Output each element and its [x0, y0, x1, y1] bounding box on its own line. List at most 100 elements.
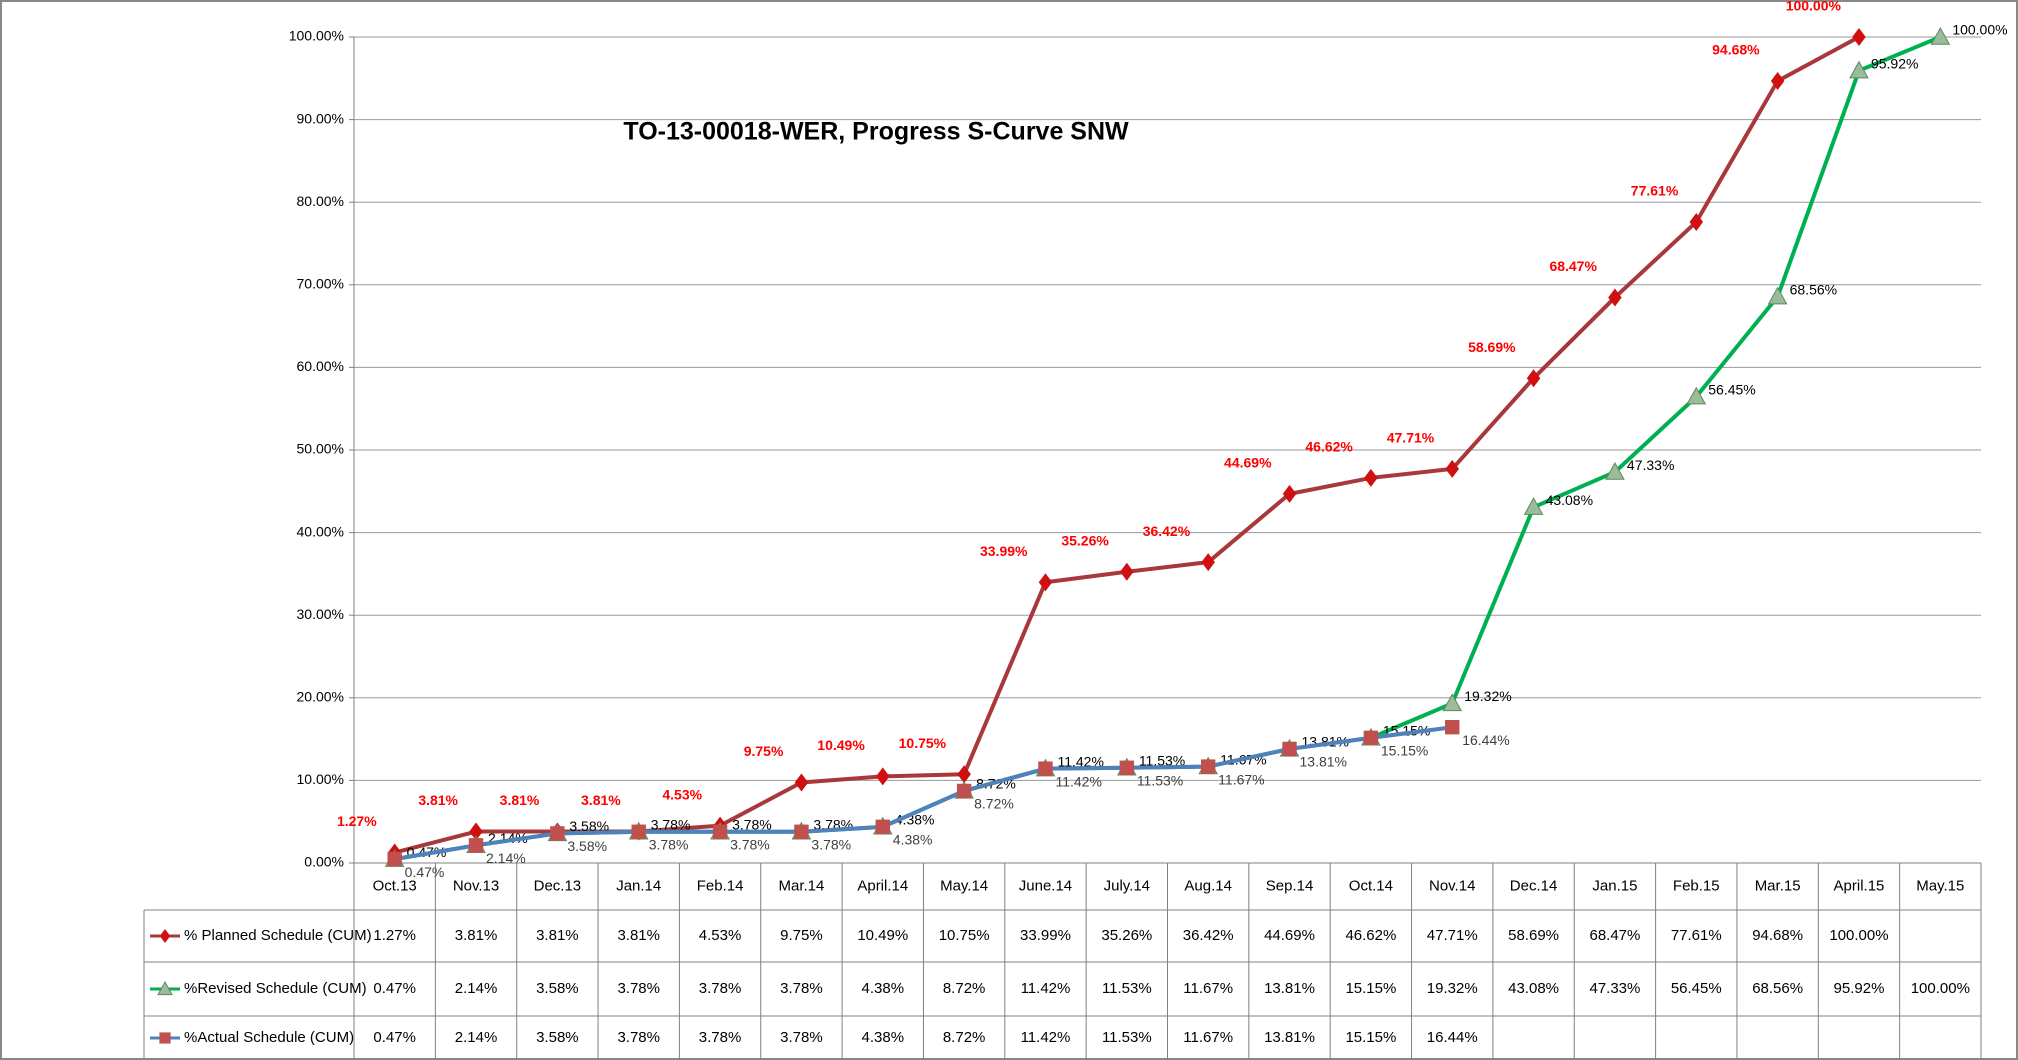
- table-cell: 3.81%: [617, 927, 660, 944]
- table-cell: 58.69%: [1508, 927, 1559, 944]
- x-tick-label: May.15: [1916, 877, 1964, 894]
- legend-label: %Actual Schedule (CUM): [184, 1029, 354, 1046]
- marker: [1282, 484, 1297, 503]
- data-label: 44.69%: [1224, 455, 1272, 471]
- marker: [1445, 720, 1460, 735]
- marker: [387, 851, 402, 867]
- marker: [1201, 553, 1215, 572]
- table-cell: 11.67%: [1183, 1029, 1233, 1046]
- y-tick-label: 20.00%: [297, 689, 344, 705]
- data-label: 47.33%: [1627, 457, 1674, 473]
- marker: [1038, 761, 1053, 776]
- x-tick-label: Aug.14: [1184, 877, 1232, 894]
- table-cell: 15.15%: [1345, 1029, 1396, 1046]
- data-label: 43.08%: [1546, 492, 1593, 508]
- marker: [1364, 468, 1378, 487]
- data-label: 3.58%: [567, 838, 607, 854]
- data-label: 11.53%: [1139, 752, 1185, 768]
- data-label: 1.27%: [337, 813, 377, 829]
- data-label: 56.45%: [1708, 381, 1755, 397]
- data-label: 0.47%: [405, 864, 445, 880]
- table-cell: 11.42%: [1021, 1029, 1071, 1046]
- marker: [712, 824, 728, 839]
- x-tick-label: Oct.14: [1349, 877, 1393, 894]
- marker: [1686, 386, 1707, 405]
- marker: [1445, 459, 1459, 478]
- y-tick-label: 80.00%: [297, 193, 344, 209]
- marker: [1689, 212, 1704, 231]
- data-label: 13.81%: [1300, 754, 1347, 770]
- data-label: 11.42%: [1055, 773, 1101, 789]
- table-cell: 47.71%: [1427, 927, 1478, 944]
- table-cell: 3.58%: [536, 980, 579, 997]
- series-line: [394, 725, 1453, 862]
- x-tick-label: Nov.14: [1429, 877, 1475, 894]
- data-label: 3.78%: [651, 816, 691, 832]
- data-label: 58.69%: [1468, 339, 1516, 355]
- marker: [1526, 369, 1541, 388]
- data-label: 77.61%: [1631, 183, 1679, 199]
- marker: [1119, 760, 1135, 775]
- table-cell: 11.67%: [1183, 980, 1233, 997]
- table-cell: 94.68%: [1752, 927, 1803, 944]
- x-tick-label: April.14: [857, 877, 908, 894]
- marker: [1282, 741, 1297, 757]
- legend-label: % Planned Schedule (CUM): [184, 927, 372, 944]
- data-label: 3.81%: [500, 792, 540, 808]
- marker: [1363, 730, 1379, 746]
- marker: [957, 765, 971, 784]
- marker: [1200, 759, 1216, 774]
- data-label: 68.47%: [1549, 258, 1597, 274]
- data-label: 3.58%: [569, 818, 609, 834]
- x-tick-label: April.15: [1834, 877, 1885, 894]
- table-cell: 3.78%: [780, 1029, 823, 1046]
- data-label: 95.92%: [1871, 55, 1918, 71]
- marker: [1608, 288, 1622, 307]
- table-cell: 8.72%: [943, 980, 986, 997]
- table-cell: 36.42%: [1183, 927, 1234, 944]
- data-label: 19.32%: [1464, 688, 1511, 704]
- x-tick-label: Jan.14: [616, 877, 661, 894]
- data-label: 3.81%: [418, 792, 458, 808]
- table-cell: 47.33%: [1589, 980, 1640, 997]
- data-label: 11.53%: [1137, 772, 1183, 788]
- marker: [794, 773, 809, 792]
- legend-label: %Revised Schedule (CUM): [184, 980, 367, 997]
- table-cell: 35.26%: [1101, 927, 1152, 944]
- data-label: 46.62%: [1305, 439, 1353, 455]
- data-label: 94.68%: [1712, 42, 1760, 58]
- x-tick-label: June.14: [1019, 877, 1072, 894]
- data-label: 3.78%: [732, 816, 772, 832]
- data-label: 2.14%: [486, 850, 526, 866]
- x-tick-label: Sep.14: [1266, 877, 1314, 894]
- y-tick-label: 70.00%: [297, 276, 344, 292]
- marker: [876, 767, 890, 786]
- y-tick-label: 0.00%: [304, 854, 344, 870]
- table-cell: 33.99%: [1020, 927, 1071, 944]
- y-tick-label: 100.00%: [289, 28, 344, 44]
- table-cell: 11.53%: [1102, 980, 1152, 997]
- table-cell: 4.53%: [699, 927, 742, 944]
- table-cell: 16.44%: [1427, 1029, 1478, 1046]
- data-label: 16.44%: [1462, 732, 1509, 748]
- marker: [1770, 71, 1785, 90]
- marker: [469, 822, 483, 841]
- table-cell: 15.15%: [1345, 980, 1396, 997]
- data-label: 15.15%: [1381, 743, 1428, 759]
- chart-title: TO-13-00018-WER, Progress S-Curve SNW: [623, 118, 1129, 146]
- x-tick-label: Mar.14: [778, 877, 824, 894]
- data-label: 8.72%: [974, 796, 1014, 812]
- y-tick-label: 60.00%: [297, 358, 344, 374]
- table-cell: 3.78%: [617, 1029, 660, 1046]
- table-cell: 68.47%: [1589, 927, 1640, 944]
- data-label: 100.00%: [1786, 0, 1842, 14]
- marker: [1038, 573, 1053, 592]
- data-label: 10.75%: [899, 735, 947, 751]
- marker: [1849, 60, 1869, 79]
- data-label: 35.26%: [1061, 532, 1109, 548]
- data-label: 100.00%: [1952, 22, 2007, 38]
- table-cell: 3.78%: [617, 980, 660, 997]
- data-label: 4.38%: [893, 832, 933, 848]
- x-tick-label: Mar.15: [1755, 877, 1801, 894]
- marker: [875, 819, 890, 835]
